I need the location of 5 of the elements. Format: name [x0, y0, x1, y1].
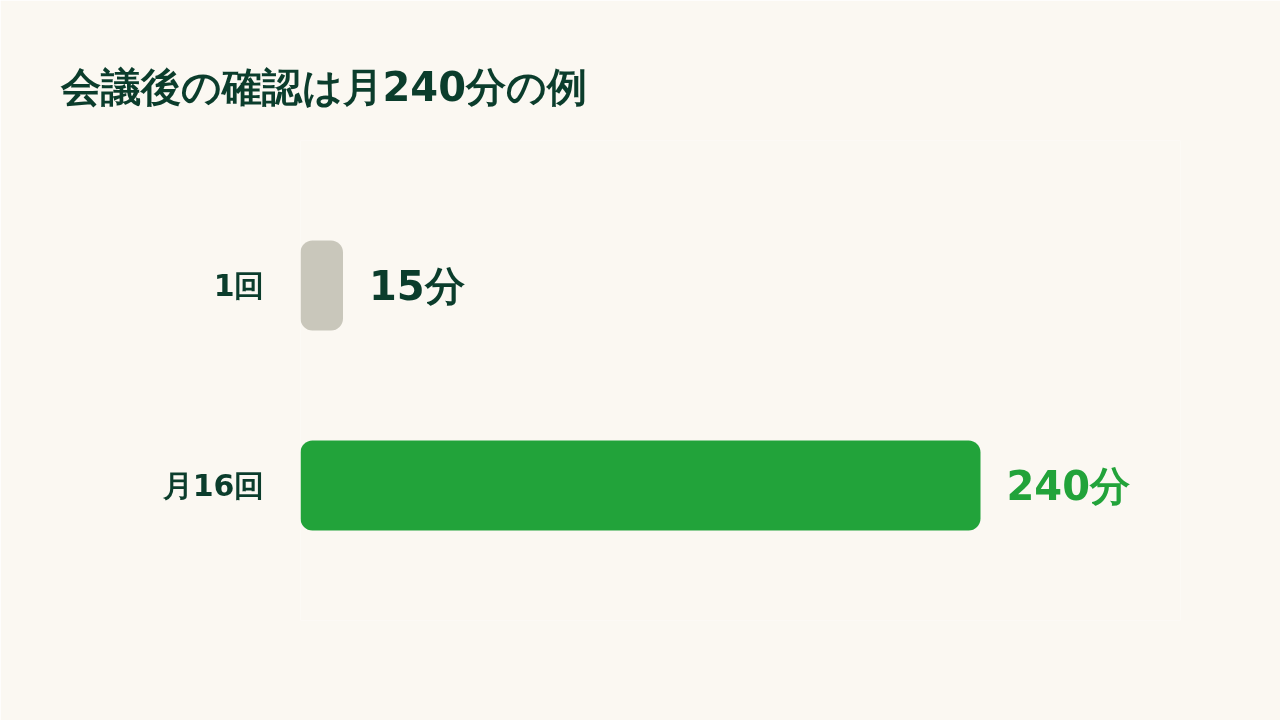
data-label: 240分 — [1006, 462, 1130, 509]
y-tick-label: 1回 — [213, 268, 265, 303]
data-label: 15分 — [369, 262, 465, 309]
y-tick-label: 月16回 — [161, 468, 265, 503]
chart-title: 会議後の確認は月240分の例 — [59, 63, 587, 110]
